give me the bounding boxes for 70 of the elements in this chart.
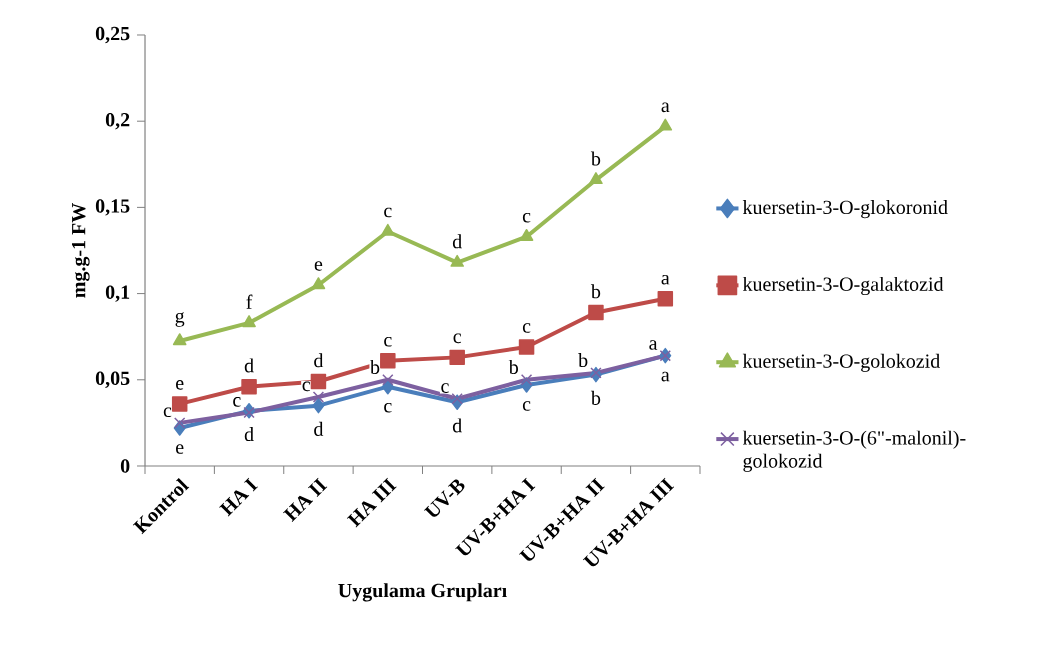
point xyxy=(450,254,464,267)
data-label: e xyxy=(176,444,184,454)
y-axis-title: mg.g-1 FW xyxy=(71,203,90,298)
point xyxy=(451,393,463,405)
legend-label: kuersetin-3-O-glokoronid xyxy=(742,200,948,219)
point xyxy=(520,374,533,386)
point xyxy=(382,374,394,386)
data-label: c xyxy=(522,323,531,333)
point xyxy=(311,277,326,290)
point xyxy=(381,223,395,236)
x-tick-label: HA II xyxy=(283,477,328,522)
point xyxy=(380,353,396,369)
data-label: b xyxy=(578,353,588,368)
data-label: c xyxy=(163,407,172,418)
x-tick-label: HA III xyxy=(346,477,397,528)
point xyxy=(310,373,327,390)
point xyxy=(171,396,188,412)
data-label: b xyxy=(590,151,601,166)
data-label: c xyxy=(384,337,392,347)
point xyxy=(590,367,602,379)
data-label: e xyxy=(314,261,323,271)
point xyxy=(518,339,535,355)
point xyxy=(658,118,673,131)
data-label: d xyxy=(244,358,254,373)
data-label: a xyxy=(661,371,670,382)
point xyxy=(449,349,465,366)
legend-label: kuersetin-3-O-galaktozid xyxy=(742,276,944,296)
data-label: a xyxy=(661,274,670,285)
x-tick-label: HA I xyxy=(219,477,258,517)
data-label: b xyxy=(590,390,601,405)
point xyxy=(241,378,257,395)
data-label: d xyxy=(452,418,462,433)
y-tick-label: 0,15 xyxy=(95,199,130,216)
data-label: d xyxy=(244,427,254,442)
y-tick-label: 0 xyxy=(120,459,130,473)
y-tick-label: 0,05 xyxy=(95,371,130,388)
data-label: c xyxy=(522,401,531,411)
point xyxy=(173,417,186,429)
point xyxy=(312,397,325,414)
data-label: b xyxy=(590,284,601,299)
data-label: c xyxy=(441,383,449,393)
point xyxy=(588,304,604,321)
point xyxy=(589,172,603,185)
data-label: f xyxy=(246,294,253,309)
data-label: d xyxy=(314,353,324,368)
legend-label: kuersetin-3-O-(6"-malonil)-golokozid xyxy=(742,430,966,472)
data-label: c xyxy=(233,397,241,407)
point xyxy=(242,315,256,328)
data-label: e xyxy=(176,380,184,390)
y-tick-label: 0,25 xyxy=(95,26,130,44)
y-tick-label: 0,1 xyxy=(105,285,130,302)
data-label: d xyxy=(452,234,462,249)
data-label: d xyxy=(314,421,324,436)
data-label: c xyxy=(384,402,392,413)
point xyxy=(657,291,674,307)
data-label: b xyxy=(370,359,380,374)
data-label: c xyxy=(453,333,462,344)
legend-label: kuersetin-3-O-golokozid xyxy=(742,353,940,372)
data-label: c xyxy=(302,381,311,392)
data-label: a xyxy=(661,102,670,113)
point xyxy=(172,333,187,346)
data-label: b xyxy=(508,359,518,374)
x-axis-title: Uygulama Grupları xyxy=(338,583,507,602)
data-label: c xyxy=(522,212,531,223)
point xyxy=(312,391,325,403)
y-tick-label: 0,2 xyxy=(105,112,130,130)
point xyxy=(519,228,534,241)
data-label: a xyxy=(649,340,658,350)
data-label: g xyxy=(175,312,185,327)
data-label: c xyxy=(384,207,392,218)
